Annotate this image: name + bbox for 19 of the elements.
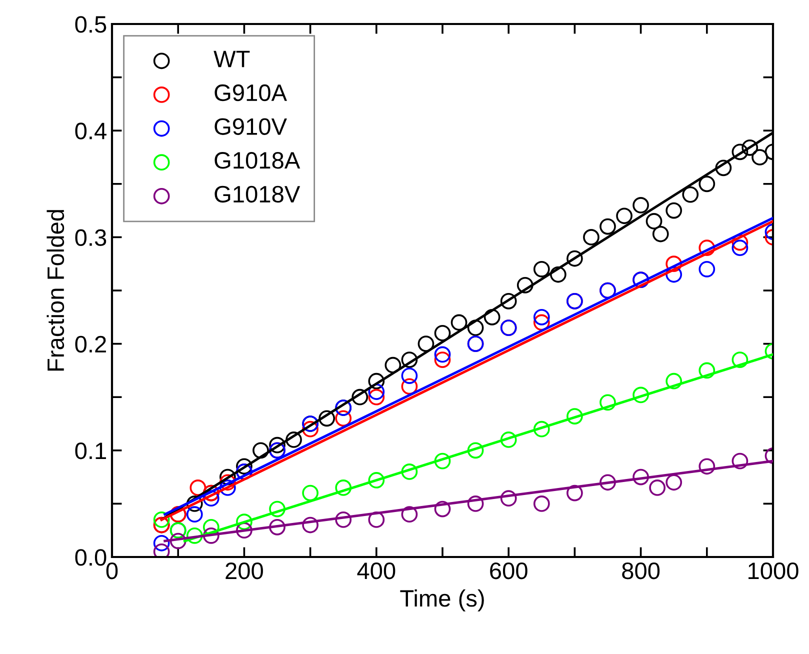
legend-label: WT bbox=[214, 50, 250, 68]
y-tick-label: 0.5 bbox=[75, 16, 106, 33]
legend-label: G1018A bbox=[214, 152, 300, 169]
y-tick-label: 0.3 bbox=[75, 229, 106, 246]
x-tick-label: 200 bbox=[226, 562, 263, 580]
y-tick-label: 0.0 bbox=[75, 549, 106, 566]
y-tick-label: 0.2 bbox=[75, 336, 106, 353]
legend-label: G1018V bbox=[214, 186, 300, 203]
x-tick-label: 0 bbox=[106, 562, 118, 580]
x-tick-label: 600 bbox=[490, 562, 528, 580]
y-tick-label: 0.4 bbox=[75, 122, 106, 140]
legend-label: G910A bbox=[214, 84, 287, 102]
y-tick-label: 0.1 bbox=[75, 442, 106, 460]
x-axis-title: Time (s) bbox=[400, 589, 484, 612]
x-tick-label: 800 bbox=[622, 562, 660, 580]
x-tick-label: 1000 bbox=[748, 562, 798, 580]
x-tick-label: 400 bbox=[357, 562, 396, 580]
legend-label: G910V bbox=[214, 118, 287, 135]
y-axis-title: Fraction Folded bbox=[46, 210, 64, 371]
